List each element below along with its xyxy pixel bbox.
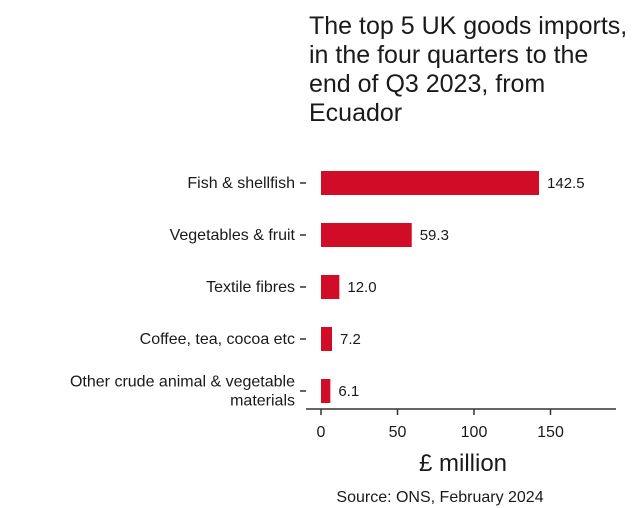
bars-layer: 142.5 59.3 12.0 7.2 6.1 bbox=[321, 171, 585, 403]
source-note: Source: ONS, February 2024 bbox=[336, 489, 543, 506]
bar-0 bbox=[321, 171, 540, 195]
category-label-2: Textile fibres bbox=[206, 279, 295, 296]
chart-title: The top 5 UK goods imports, in the four … bbox=[309, 12, 628, 127]
category-label-4: Other crude animal & vegetable materials bbox=[70, 374, 295, 410]
bar-4 bbox=[321, 379, 331, 403]
bar-2 bbox=[321, 275, 340, 299]
value-label-1: 59.3 bbox=[420, 227, 449, 244]
x-tick-label-3: 150 bbox=[537, 424, 564, 441]
x-tick-label-1: 50 bbox=[389, 424, 407, 441]
category-labels: Fish & shellfish Vegetables & fruit Textil… bbox=[70, 175, 306, 410]
category-label-1: Vegetables & fruit bbox=[170, 227, 296, 244]
bar-1 bbox=[321, 223, 412, 247]
value-label-3: 7.2 bbox=[340, 331, 361, 348]
bar-3 bbox=[321, 327, 333, 351]
category-label-3: Coffee, tea, cocoa etc bbox=[140, 331, 295, 348]
x-axis-title: £ million bbox=[419, 450, 507, 477]
x-axis: 0 50 100 150 bbox=[306, 408, 616, 441]
value-label-0: 142.5 bbox=[547, 175, 585, 192]
category-label-0: Fish & shellfish bbox=[187, 175, 295, 192]
value-label-4: 6.1 bbox=[338, 383, 359, 400]
value-label-2: 12.0 bbox=[347, 279, 376, 296]
x-tick-label-0: 0 bbox=[317, 424, 326, 441]
x-tick-label-2: 100 bbox=[461, 424, 488, 441]
